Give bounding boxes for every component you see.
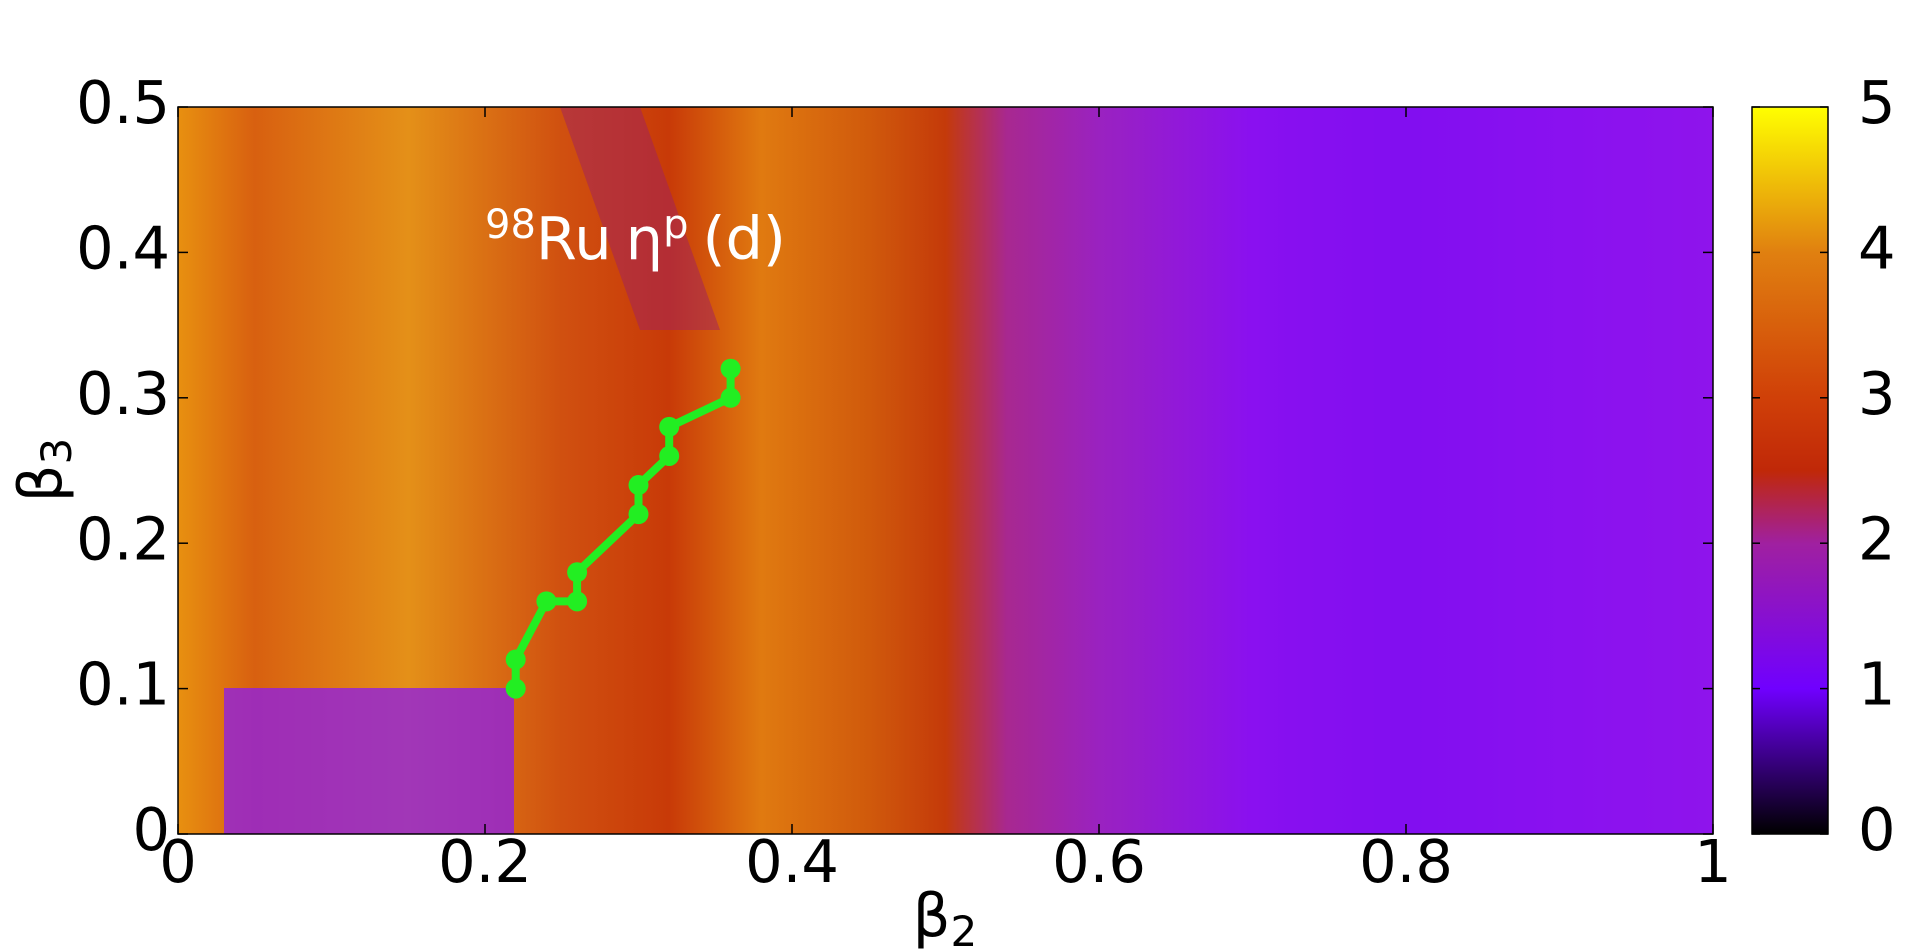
colorbar-tick-label: 3 — [1858, 359, 1896, 428]
x-tick-label: 0.8 — [1359, 827, 1453, 896]
data-point — [505, 678, 526, 699]
x-tick-label: 1 — [1694, 827, 1732, 896]
data-point — [567, 562, 588, 583]
plot-frame — [177, 106, 1714, 835]
y-label-symbol: β — [6, 465, 75, 503]
data-point — [720, 387, 741, 408]
x-label-subscript: 2 — [950, 907, 977, 951]
y-tick-label: 0.1 — [76, 650, 170, 719]
x-tick-label: 0.2 — [438, 827, 532, 896]
x-label-symbol: β — [913, 881, 951, 950]
y-tick-label: 0.3 — [76, 359, 170, 428]
colorbar-tick-label: 2 — [1858, 504, 1896, 573]
annotation-element: Ru — [536, 204, 612, 273]
data-point — [505, 649, 526, 670]
data-point — [567, 591, 588, 612]
axes — [177, 106, 1828, 835]
annotation-mass: 98 — [485, 202, 536, 248]
y-tick-label: 0.4 — [76, 214, 170, 283]
annotation-suffix: (d) — [702, 204, 786, 273]
colorbar-tick-label: 0 — [1858, 795, 1896, 864]
y-axis-label: β3 — [6, 438, 80, 502]
annotation: 98Ru ηp (d) — [485, 202, 786, 273]
colorbar-tick-label: 4 — [1858, 214, 1896, 283]
heatmap-region — [560, 107, 720, 330]
colorbar-tick-label: 5 — [1858, 68, 1896, 137]
x-axis-label: β2 — [913, 881, 977, 951]
data-point — [720, 358, 741, 379]
data-point — [628, 504, 649, 525]
heatmap-region — [1290, 107, 1713, 834]
y-tick-label: 0.2 — [76, 504, 170, 573]
data-point — [536, 591, 557, 612]
annotation-superscript: p — [663, 202, 688, 248]
colorbar — [1751, 106, 1829, 835]
data-point — [659, 416, 680, 437]
y-label-subscript: 3 — [32, 438, 81, 465]
data-point — [659, 445, 680, 466]
plot-area — [177, 106, 1714, 835]
y-tick-label: 0.5 — [76, 68, 170, 137]
x-tick-label: 0 — [159, 827, 197, 896]
y-tick-label: 0 — [132, 795, 170, 864]
annotation-symbol: η — [626, 204, 663, 273]
x-tick-label: 0.4 — [745, 827, 839, 896]
x-tick-label: 0.6 — [1052, 827, 1146, 896]
colorbar-tick-label: 1 — [1858, 650, 1896, 719]
heatmap-region — [224, 688, 514, 834]
data-point — [628, 475, 649, 496]
